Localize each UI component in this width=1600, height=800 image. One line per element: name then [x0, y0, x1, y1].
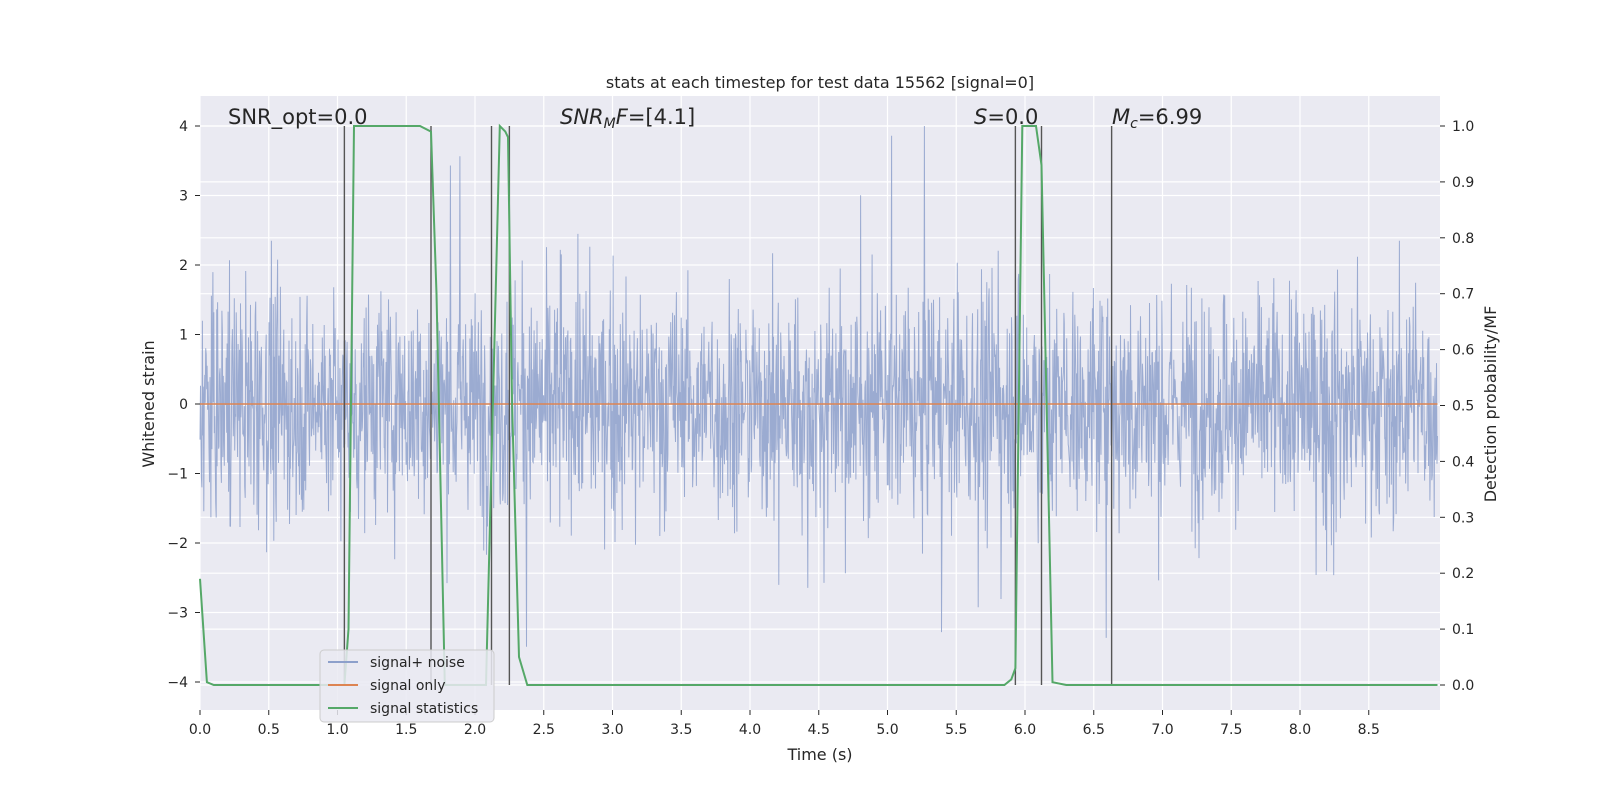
legend-label-stats: signal statistics	[370, 701, 478, 717]
annotation-snr-mf: SNRMF=[4.1]	[560, 105, 695, 132]
x-tick-label: 5.0	[876, 722, 898, 738]
noise-line	[199, 125, 1438, 647]
x-axis-ticks: 0.0 0.5 1.0 1.5 2.0 2.5 3.0 3.5 4.0 4.5 5.0 5.5 6.0 6…	[189, 710, 1380, 738]
y-tick-label: −2	[167, 536, 188, 552]
y2-tick-label: 0.0	[1452, 678, 1474, 694]
x-tick-label: 0.5	[258, 722, 280, 738]
legend-box	[319, 649, 495, 723]
x-tick-label: 8.5	[1358, 722, 1380, 738]
y-axis-label: Whitened strain	[139, 340, 158, 467]
y-tick-label: −4	[167, 675, 188, 691]
x-tick-label: 6.0	[1014, 722, 1036, 738]
legend-label-signal: signal only	[370, 678, 445, 694]
noise-series	[199, 125, 1438, 647]
x-tick-label: 1.5	[395, 722, 417, 738]
chart-title: stats at each timestep for test data 155…	[606, 73, 1034, 92]
annotation-mc: Mc=6.99	[1112, 105, 1202, 132]
x-tick-label: 4.5	[808, 722, 830, 738]
y-tick-label: 1	[179, 328, 188, 344]
y2-tick-label: 0.8	[1452, 231, 1474, 247]
annotation-snr-opt: SNR_opt=0.0	[228, 105, 368, 130]
y-tick-label: 2	[179, 258, 188, 274]
annotation-snr-mf-f: F	[616, 105, 629, 129]
annotation-mc-sub: c	[1130, 116, 1138, 132]
x-tick-label: 0.0	[189, 722, 211, 738]
legend-label-noise: signal+ noise	[370, 655, 465, 671]
x-tick-label: 6.5	[1083, 722, 1105, 738]
y2-tick-label: 0.2	[1452, 566, 1474, 582]
y-tick-label: 0	[179, 397, 188, 413]
annotation-s-rest: =0.0	[987, 105, 1038, 129]
x-tick-label: 5.5	[945, 722, 967, 738]
y-tick-label: 4	[179, 119, 188, 135]
x-tick-label: 3.0	[601, 722, 623, 738]
x-tick-label: 7.0	[1151, 722, 1173, 738]
y2-axis-ticks: 0.0 0.1 0.2 0.3 0.4 0.5 0.6 0.7 0.8 0.9 1.0	[1440, 119, 1474, 694]
annotation-mc-main: M	[1112, 105, 1130, 129]
x-tick-label: 1.0	[326, 722, 348, 738]
y2-tick-label: 0.4	[1452, 454, 1474, 470]
x-tick-label: 7.5	[1220, 722, 1242, 738]
annotation-s: S=0.0	[974, 105, 1038, 129]
y2-tick-label: 0.5	[1452, 399, 1474, 415]
x-tick-label: 2.5	[533, 722, 555, 738]
y2-tick-label: 0.9	[1452, 175, 1474, 191]
x-tick-label: 8.0	[1289, 722, 1311, 738]
annotation-mc-rest: =6.99	[1138, 105, 1202, 129]
y2-tick-label: 0.6	[1452, 343, 1474, 359]
annotation-s-main: S	[974, 105, 987, 129]
x-tick-label: 2.0	[464, 722, 486, 738]
y2-axis-label: Detection probability/MF	[1481, 306, 1500, 503]
y-tick-label: 3	[179, 189, 188, 205]
y2-tick-label: 1.0	[1452, 119, 1474, 135]
x-tick-label: 3.5	[670, 722, 692, 738]
y-axis-ticks: −4 −3 −2 −1 0 1 2 3 4	[167, 119, 200, 691]
y2-tick-label: 0.3	[1452, 510, 1474, 526]
annotation-snr-mf-sub: M	[604, 116, 616, 132]
legend: signal+ noise signal only signal statist…	[319, 649, 495, 723]
y-tick-label: −1	[167, 467, 188, 483]
y2-tick-label: 0.7	[1452, 287, 1474, 303]
x-axis-label: Time (s)	[786, 745, 852, 764]
y-tick-label: −3	[167, 606, 188, 622]
y2-tick-label: 0.1	[1452, 622, 1474, 638]
x-tick-label: 4.0	[739, 722, 761, 738]
annotation-snr-mf-rest: =[4.1]	[628, 105, 695, 129]
annotation-snr-mf-main: SNR	[560, 105, 604, 129]
